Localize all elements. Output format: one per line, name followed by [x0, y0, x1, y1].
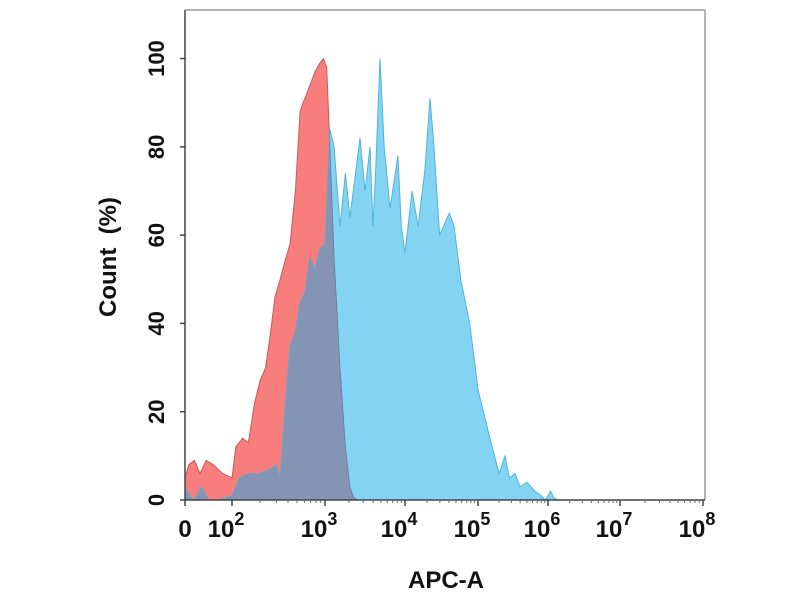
x-tick-base: 10 [524, 516, 551, 543]
x-axis-label: APC-A [408, 567, 484, 594]
y-tick-label: 100 [144, 40, 169, 77]
y-tick-label: 80 [144, 135, 169, 159]
x-tick-label: 103 [301, 509, 338, 543]
x-tick-label: 104 [381, 509, 418, 543]
x-tick-exponent: 2 [234, 509, 244, 529]
y-tick-label: 40 [144, 311, 169, 335]
x-tick-label: 102 [208, 509, 245, 543]
x-tick-exponent: 8 [705, 509, 715, 529]
x-tick-base: 10 [381, 516, 408, 543]
series-sample-area [184, 58, 559, 501]
x-tick-label: 107 [596, 509, 633, 543]
x-tick-base: 10 [679, 516, 706, 543]
x-tick-base: 10 [454, 516, 481, 543]
x-tick-exponent: 6 [550, 509, 560, 529]
x-tick-base: 10 [596, 516, 623, 543]
y-axis-label: Count (%) [95, 197, 122, 317]
x-tick-exponent: 4 [407, 509, 417, 529]
y-tick-label: 60 [144, 223, 169, 247]
x-tick-label: 108 [679, 509, 716, 543]
x-tick-exponent: 5 [480, 509, 490, 529]
x-tick-base: 10 [208, 516, 235, 543]
x-tick-base: 10 [301, 516, 328, 543]
x-tick-label: 0 [178, 516, 191, 543]
x-tick-base: 0 [178, 516, 191, 543]
y-tick-label: 0 [144, 494, 169, 506]
x-tick-label: 105 [454, 509, 491, 543]
y-tick-label: 20 [144, 399, 169, 423]
x-tick-label: 106 [524, 509, 561, 543]
x-tick-exponent: 3 [327, 509, 337, 529]
plot-marks [184, 57, 559, 501]
x-tick-exponent: 7 [622, 509, 632, 529]
